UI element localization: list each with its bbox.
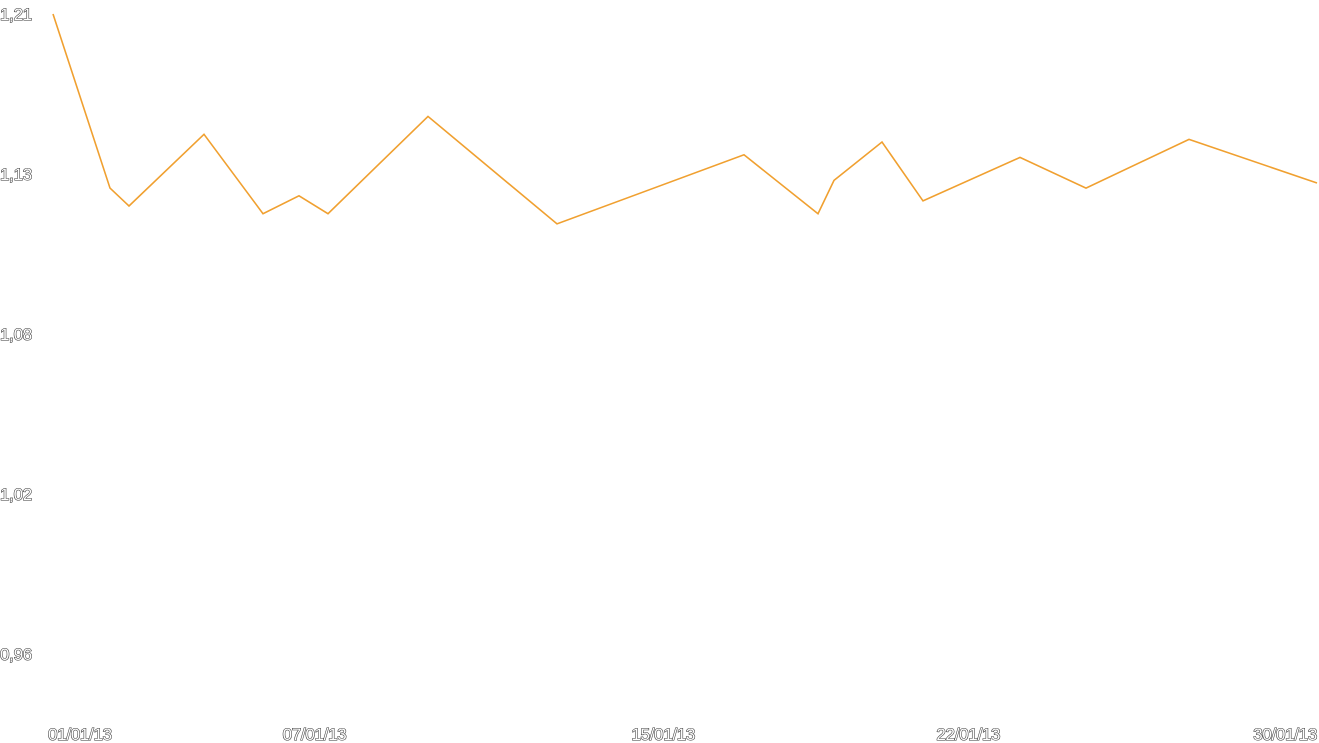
y-tick-label: 1,21: [0, 5, 32, 24]
y-axis-tick-labels: 1,21 1,13 1,08 1,02 0,96: [0, 4, 33, 664]
x-tick-label: 22/01/13: [936, 725, 1000, 743]
y-tick-label: 1,02: [0, 485, 32, 504]
x-tick-label: 30/01/13: [1253, 725, 1317, 743]
y-tick-label: 1,13: [0, 165, 32, 184]
x-tick-label: 15/01/13: [631, 725, 695, 743]
series-line: [52, 13, 1318, 225]
x-axis-tick-labels: 01/01/13 07/01/13 15/01/13 22/01/13 30/01/13: [47, 724, 1317, 743]
y-tick-label: 1,08: [0, 325, 32, 344]
series-group: [52, 13, 1318, 225]
x-tick-label: 01/01/13: [48, 725, 112, 743]
x-tick-label: 07/01/13: [283, 725, 347, 743]
y-tick-label: 0,96: [0, 645, 32, 664]
